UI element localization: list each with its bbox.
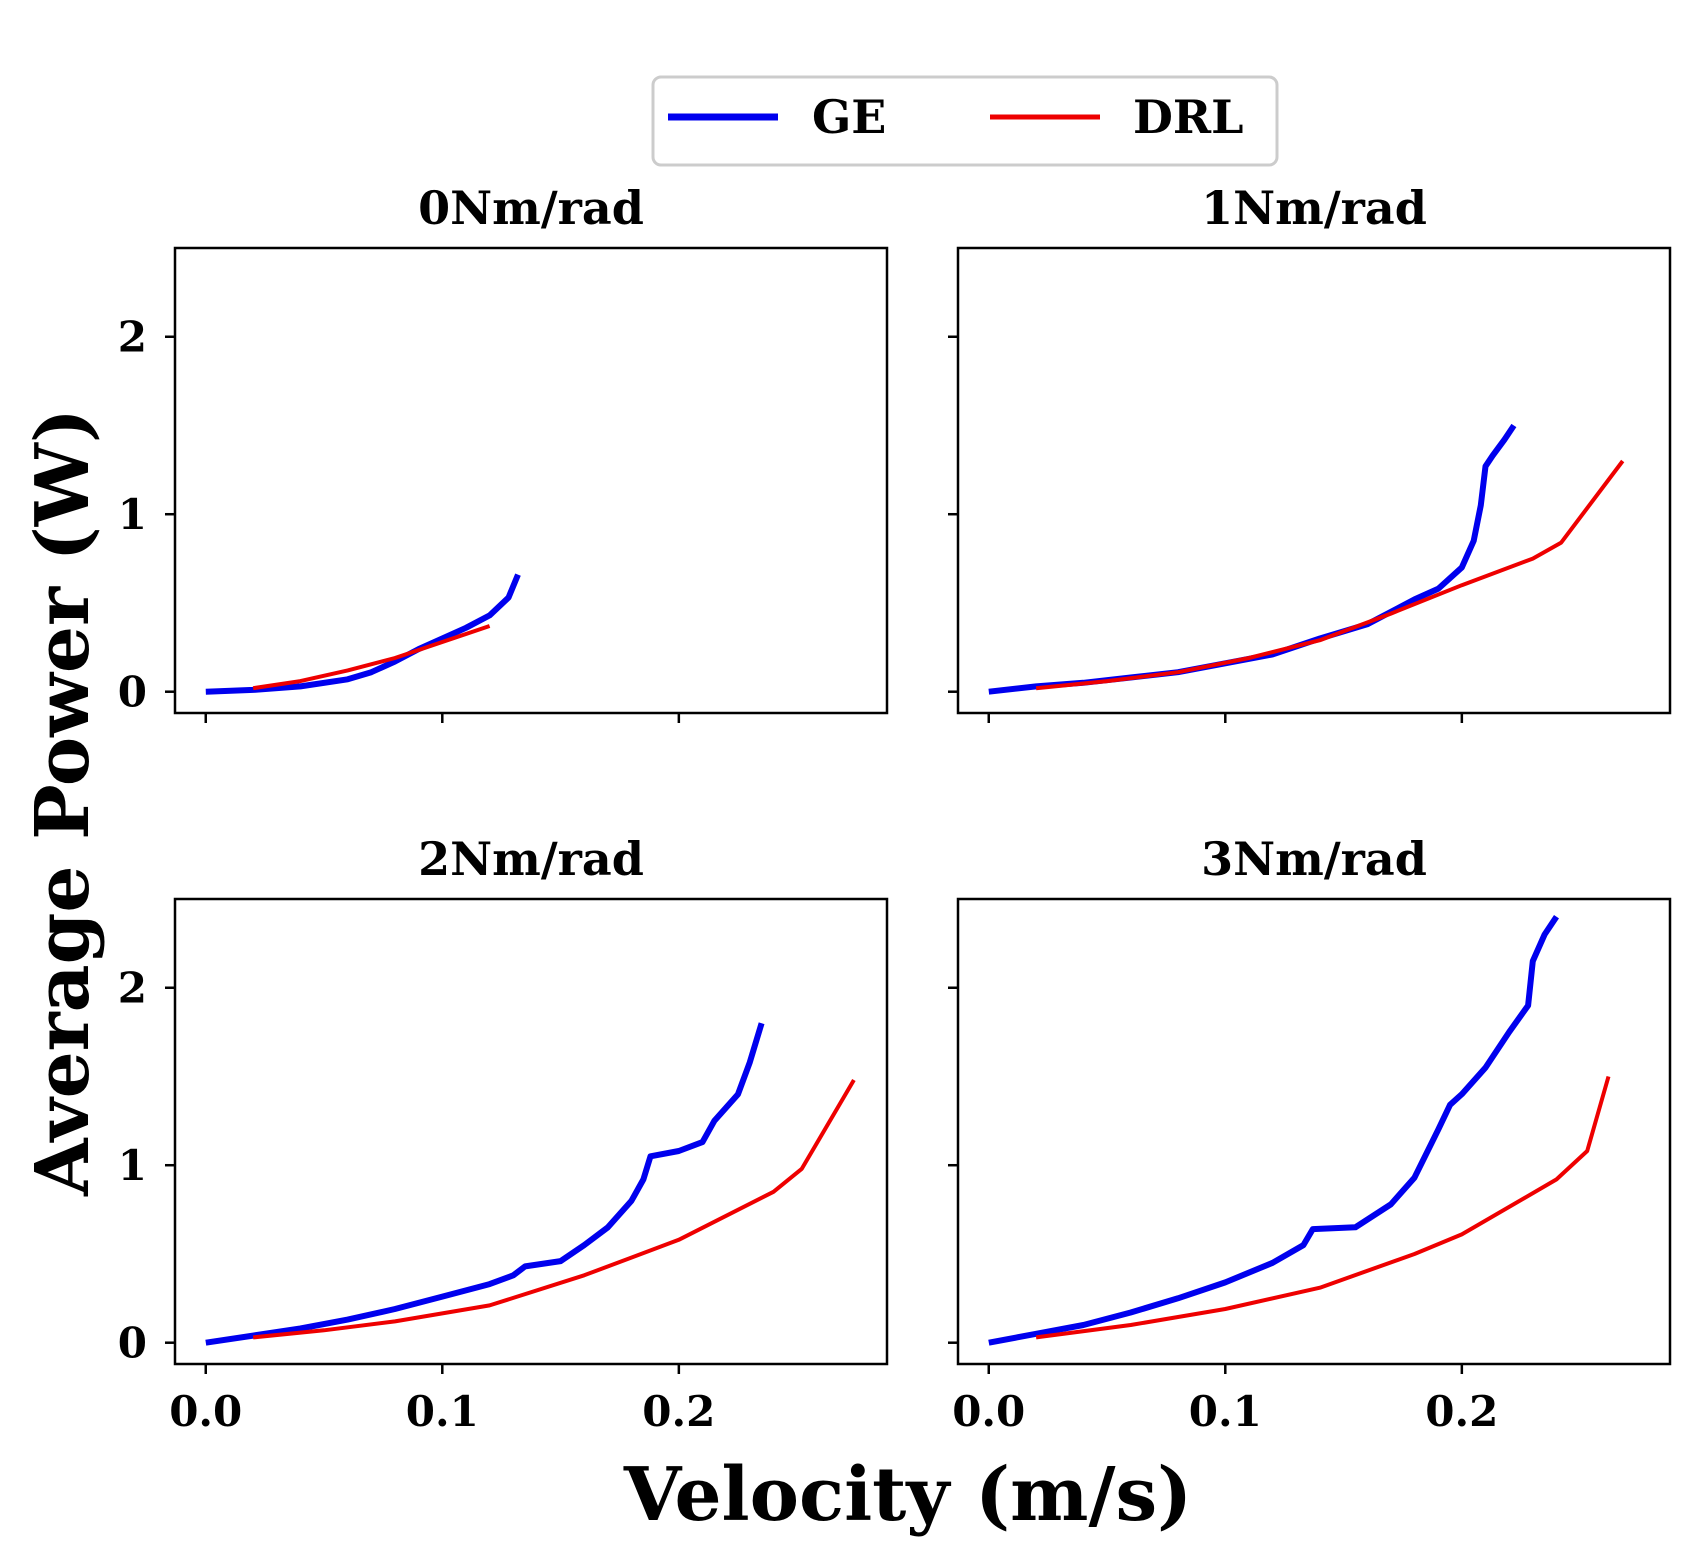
legend-frame <box>651 75 1279 167</box>
x-tick-label: 0.2 <box>642 1387 715 1436</box>
panel-title: 2Nm/rad <box>418 832 644 886</box>
y-tick-label: 0 <box>118 668 147 717</box>
y-tick-label: 0 <box>118 1319 147 1368</box>
panel-1nm-rad: 1Nm/rad <box>948 181 1672 723</box>
panel-title: 3Nm/rad <box>1201 832 1427 886</box>
plot-frame <box>956 246 1672 715</box>
series-line-drl <box>1035 459 1625 691</box>
panel-title: 0Nm/rad <box>418 181 644 235</box>
series-line-ge <box>988 915 1559 1346</box>
panel-0nm-rad: 0Nm/rad 0 1 2 <box>118 181 889 723</box>
x-tick-label: 0.1 <box>406 1387 479 1436</box>
series-group <box>205 573 521 695</box>
panel-title: 1Nm/rad <box>1201 181 1427 235</box>
panel-3nm-rad: 3Nm/rad 0.0 0.1 0.2 <box>948 832 1672 1436</box>
plot-frame <box>956 897 1672 1366</box>
y-tick-label: 1 <box>118 1141 147 1190</box>
series-group <box>988 423 1625 695</box>
series-line-ge <box>205 1022 765 1346</box>
x-tick-label: 0.0 <box>169 1387 242 1436</box>
y-axis-title: Average Power (W) <box>20 408 106 1197</box>
series-group <box>988 915 1611 1346</box>
legend: GE DRL <box>651 75 1279 167</box>
y-tick-label: 2 <box>118 964 147 1013</box>
series-group <box>205 1022 856 1346</box>
legend-drl-label: DRL <box>1133 90 1243 144</box>
x-tick-label: 0.1 <box>1189 1387 1262 1436</box>
legend-ge-label: GE <box>812 90 886 144</box>
x-tick-label: 0.0 <box>952 1387 1025 1436</box>
plot-frame <box>173 897 889 1366</box>
series-line-ge <box>988 423 1517 695</box>
x-axis-title: Velocity (m/s) <box>623 1452 1192 1538</box>
x-tick-label: 0.2 <box>1425 1387 1498 1436</box>
y-tick-label: 2 <box>118 313 147 362</box>
plot-frame <box>173 246 889 715</box>
panel-2nm-rad: 2Nm/rad 0.0 0.1 0.2 0 1 2 <box>118 832 889 1436</box>
y-tick-label: 1 <box>118 490 147 539</box>
series-line-drl <box>1035 1075 1611 1340</box>
series-line-drl <box>252 624 491 691</box>
series-line-drl <box>252 1078 856 1340</box>
